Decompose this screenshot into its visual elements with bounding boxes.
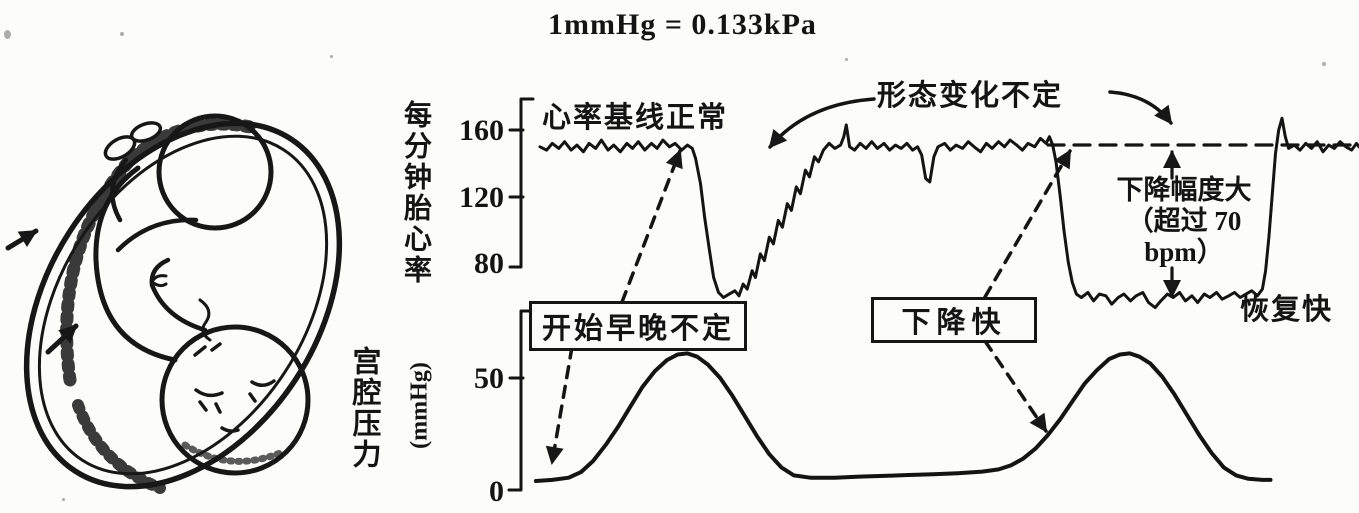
fhr-tick-label-160: 160 <box>459 114 504 147</box>
amplitude-label-line-2: （超过 70 <box>1126 206 1242 236</box>
shape-variable-label: 形态变化不定 <box>877 80 1064 112</box>
amplitude-label-line-3: bpm） <box>1144 237 1224 267</box>
amplitude-label-line-1: 下降幅度大 <box>1116 175 1252 205</box>
fall-box: 下降快 <box>871 297 1037 343</box>
placenta-hatch-lower <box>72 399 166 494</box>
onset-dashed-arrow-upper <box>620 149 683 304</box>
baseline-normal-label: 心率基线正常 <box>542 102 729 134</box>
fetus-head <box>159 324 311 476</box>
contraction-arrow-icon-1 <box>5 228 39 251</box>
fetus-in-utero-drawing <box>5 113 343 494</box>
fhr-axis <box>508 97 535 269</box>
fetus-head-shading <box>181 441 284 465</box>
fhr-y-axis-label: 每分钟胎心率 <box>400 100 431 286</box>
shape-label-arrow-right <box>1108 90 1173 125</box>
fetus-hand <box>150 274 168 288</box>
contraction-arrow-icon-2 <box>45 323 79 355</box>
pressure-y-axis-unit: (mmHg) <box>406 362 433 449</box>
umbilical-cord <box>198 298 212 342</box>
pressure-tick-label-50: 50 <box>474 362 504 395</box>
scan-speckle <box>4 30 11 39</box>
onset-box-label: 开始早晚不定 <box>541 313 734 345</box>
scan-speckle <box>62 498 65 501</box>
amplitude-label: 下降幅度大 （超过 70 bpm） <box>1098 175 1270 268</box>
fetus-mouth <box>220 426 240 433</box>
unit-conversion-note: 1mmHg = 0.133kPa <box>548 8 817 41</box>
pressure-tick-label-0: 0 <box>489 475 504 508</box>
fhr-trace <box>538 116 1359 310</box>
fetus-arm <box>149 257 208 333</box>
fall-dashed-arrow-lower <box>983 339 1048 433</box>
onset-box: 开始早晚不定 <box>529 301 747 351</box>
recovery-label: 恢复快 <box>1240 294 1334 326</box>
fetus-thigh <box>115 217 199 253</box>
scan-speckle <box>120 32 124 36</box>
pressure-trace <box>533 351 1273 483</box>
scan-speckle <box>1322 62 1326 66</box>
pressure-axis <box>507 309 535 492</box>
fetus-face-marks <box>193 342 276 433</box>
fall-box-label: 下降快 <box>901 307 1007 339</box>
pressure-y-axis-label: 宫腔压力 <box>348 346 380 470</box>
uterus-outer-wall <box>23 120 343 490</box>
fetus-right-eye <box>250 379 276 387</box>
fetus-foot-2 <box>129 121 163 143</box>
onset-dashed-arrow-lower <box>545 345 574 465</box>
fhr-tick-label-80: 80 <box>474 247 504 280</box>
fall-dashed-arrow-upper <box>983 149 1072 299</box>
fhr-tick-label-120: 120 <box>459 181 504 214</box>
scan-speckle <box>845 58 848 61</box>
fetus-calf <box>110 157 129 223</box>
fetus-left-eye <box>194 388 224 398</box>
fetus-rump <box>156 113 274 231</box>
shape-label-arrow-left <box>768 97 876 149</box>
scan-speckle <box>330 55 333 58</box>
